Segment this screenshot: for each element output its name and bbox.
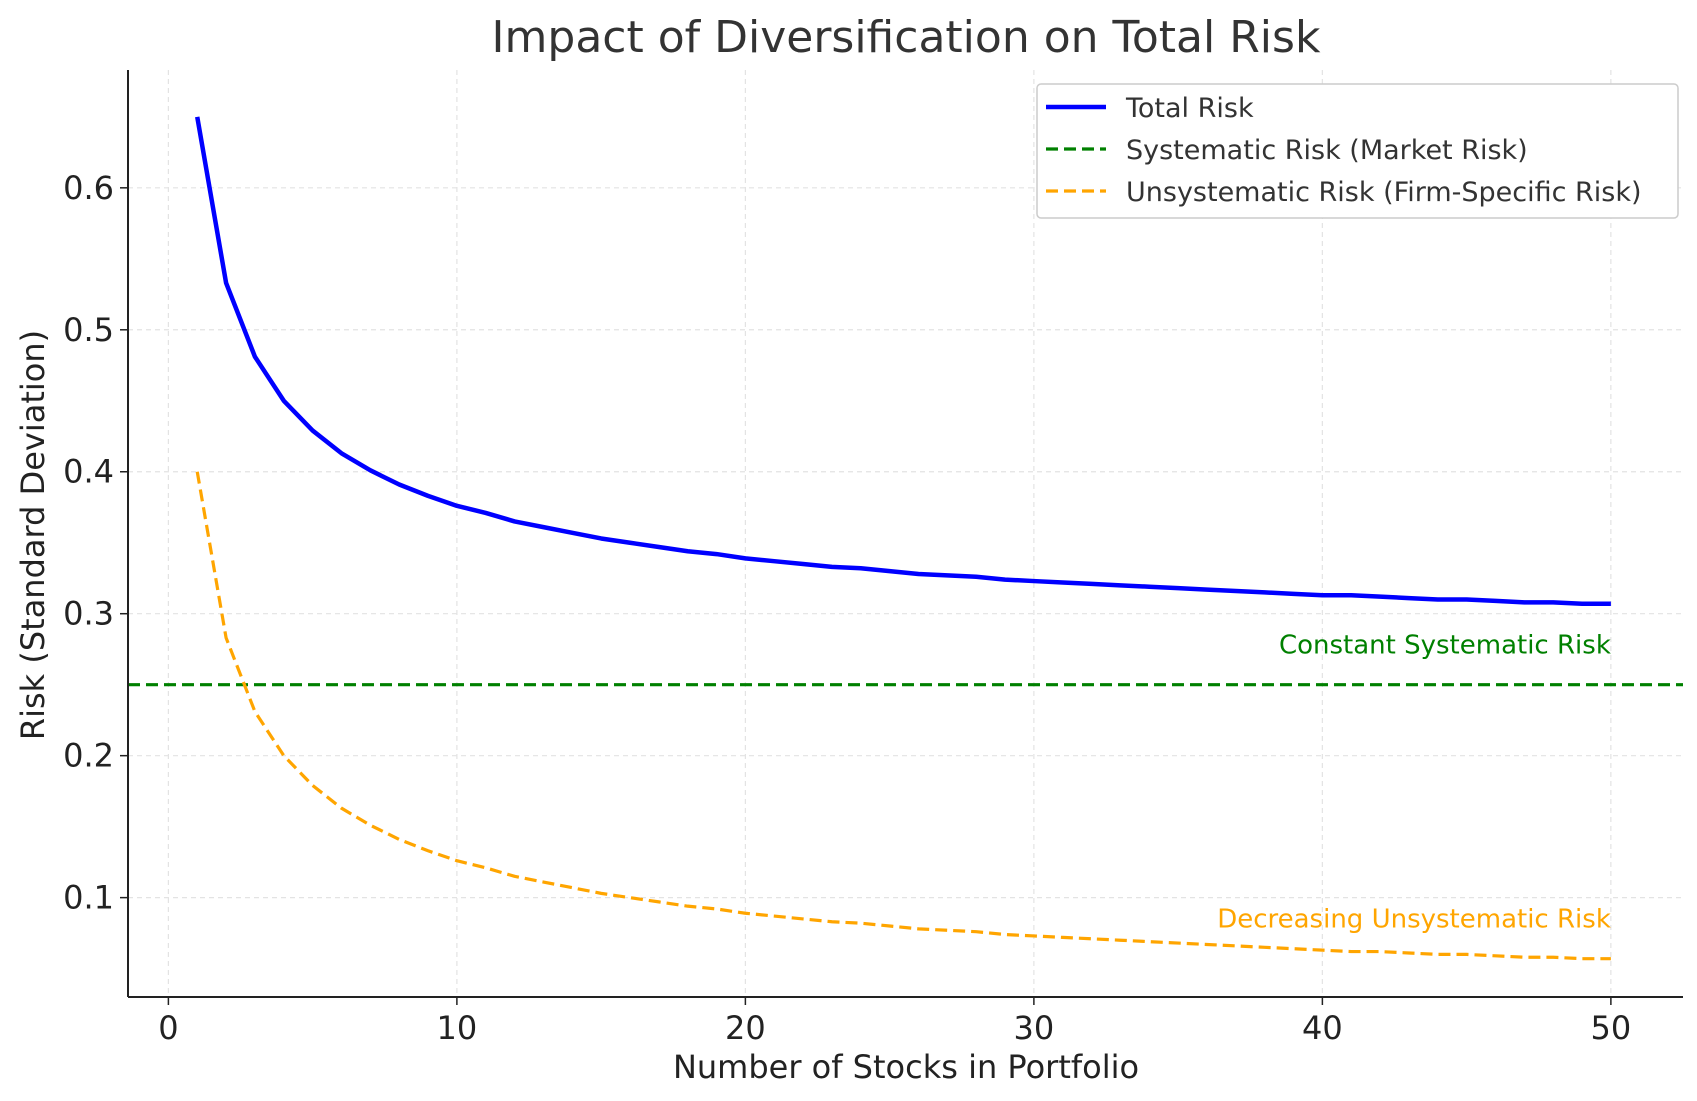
annotation-label: Decreasing Unsystematic Risk xyxy=(1217,904,1611,934)
y-tick-label: 0.3 xyxy=(63,595,114,633)
x-tick-label: 10 xyxy=(437,1009,478,1047)
y-tick-label: 0.4 xyxy=(63,453,114,491)
y-tick-label: 0.1 xyxy=(63,879,114,917)
x-axis-title: Number of Stocks in Portfolio xyxy=(673,1048,1139,1086)
y-tick-label: 0.6 xyxy=(63,169,114,207)
x-tick-label: 50 xyxy=(1591,1009,1632,1047)
legend-label-systematic-risk: Systematic Risk (Market Risk) xyxy=(1126,135,1528,166)
legend-box xyxy=(1036,83,1679,219)
axes xyxy=(127,70,1683,998)
y-axis-title: Risk (Standard Deviation) xyxy=(14,330,52,740)
y-axis-ticks: 0.1 0.2 0.3 0.4 0.5 0.6 xyxy=(63,169,128,917)
series-line-unsystematic-risk-firm-specific-risk xyxy=(195,471,1611,961)
legend-label-total-risk: Total Risk xyxy=(1125,93,1254,124)
y-tick-label: 0.5 xyxy=(63,311,114,349)
series-line-total-risk xyxy=(195,116,1611,607)
x-tick-label: 0 xyxy=(158,1009,178,1047)
legend: Total Risk Systematic Risk (Market Risk)… xyxy=(1036,83,1679,219)
y-tick-label: 0.2 xyxy=(63,737,114,775)
plot-area xyxy=(128,116,1683,961)
annotations: Constant Systematic Risk Decreasing Unsys… xyxy=(1217,630,1611,934)
annotation-label: Constant Systematic Risk xyxy=(1279,630,1611,660)
grid xyxy=(128,70,1683,997)
legend-label-unsystematic-risk: Unsystematic Risk (Firm-Specific Risk) xyxy=(1126,177,1642,208)
x-tick-label: 40 xyxy=(1302,1009,1343,1047)
chart-title: Impact of Diversification on Total Risk xyxy=(492,12,1321,63)
x-axis-ticks: 0 10 20 30 40 50 xyxy=(158,997,1631,1047)
x-tick-label: 20 xyxy=(725,1009,766,1047)
x-tick-label: 30 xyxy=(1014,1009,1055,1047)
